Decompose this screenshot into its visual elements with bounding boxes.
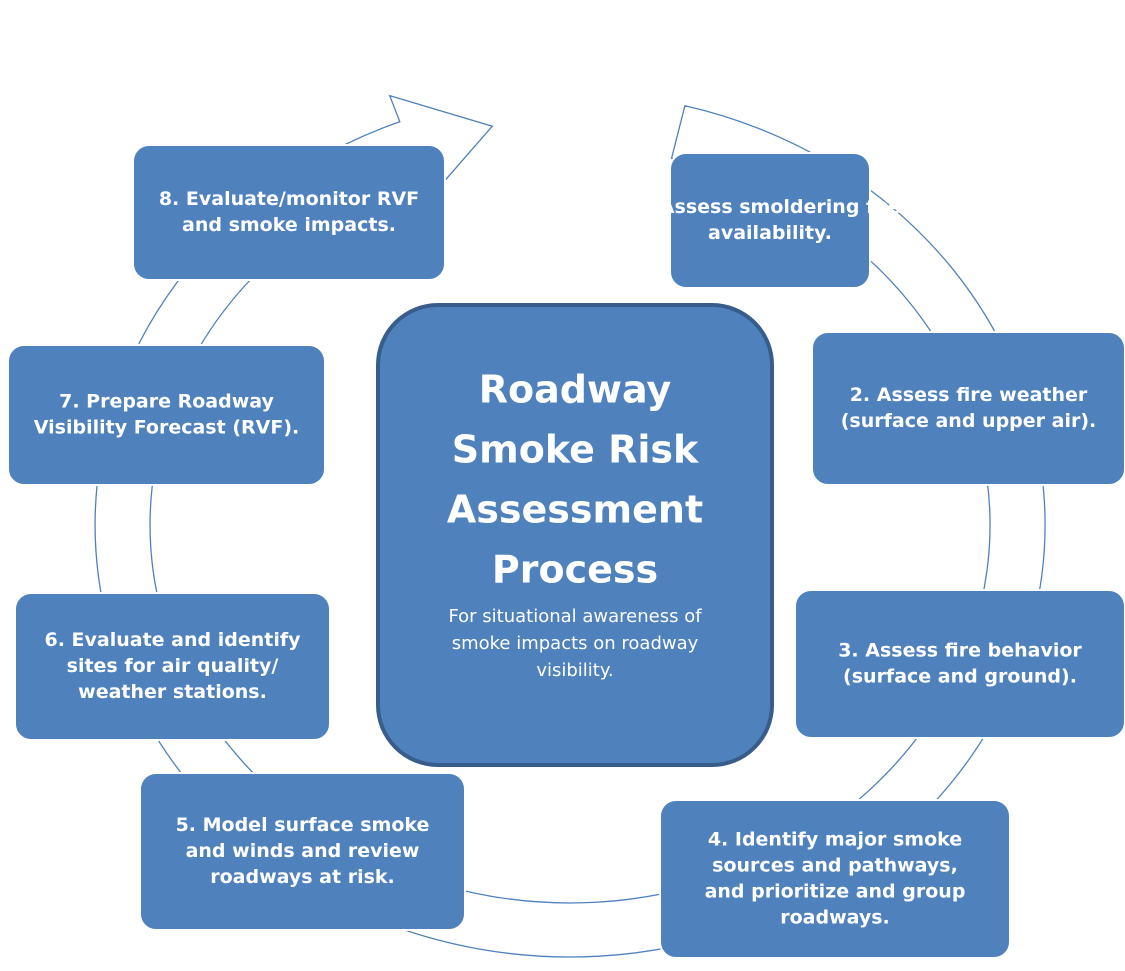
step-text: 2. Assess fire weather (850, 384, 1088, 406)
step-text: weather stations. (78, 681, 267, 703)
step-text: 1. Assess smoldering fuel (633, 196, 907, 218)
step-text: availability. (708, 222, 832, 244)
step-text: 6. Evaluate and identify (44, 629, 301, 651)
step-box (659, 799, 1011, 959)
step-box (7, 344, 326, 486)
step-box (794, 589, 1125, 739)
step-text: roadways at risk. (210, 866, 395, 888)
step-text: Visibility Forecast (RVF). (34, 417, 299, 439)
step-text: 3. Assess fire behavior (838, 640, 1082, 662)
step-text: sites for air quality/ (67, 655, 279, 677)
step-text: 5. Model surface smoke (176, 814, 430, 836)
step-text: 8. Evaluate/monitor RVF (159, 188, 419, 210)
step-text: and smoke impacts. (182, 214, 396, 236)
step-text: and winds and review (186, 840, 420, 862)
step-box (669, 152, 871, 289)
center-title: Smoke Risk (452, 428, 699, 472)
center-title: Roadway (479, 368, 672, 412)
step-text: sources and pathways, (712, 855, 958, 877)
step-box (132, 144, 446, 281)
center-box (376, 303, 774, 767)
center-subtitle: smoke impacts on roadway (452, 633, 699, 654)
center-subtitle: For situational awareness of (448, 606, 702, 627)
center-title: Assessment (447, 488, 703, 532)
center-subtitle: visibility. (536, 660, 613, 681)
step-text: (surface and ground). (843, 666, 1077, 688)
step-text: 4. Identify major smoke (708, 829, 962, 851)
step-text: (surface and upper air). (841, 410, 1097, 432)
step-text: 7. Prepare Roadway (59, 391, 274, 413)
step-box (139, 772, 466, 931)
step-box (811, 331, 1125, 486)
center-title: Process (492, 548, 658, 592)
step-text: roadways. (780, 907, 890, 929)
step-box (14, 592, 331, 741)
cycle-arrow (94, 94, 1046, 958)
step-text: and prioritize and group (705, 881, 966, 903)
